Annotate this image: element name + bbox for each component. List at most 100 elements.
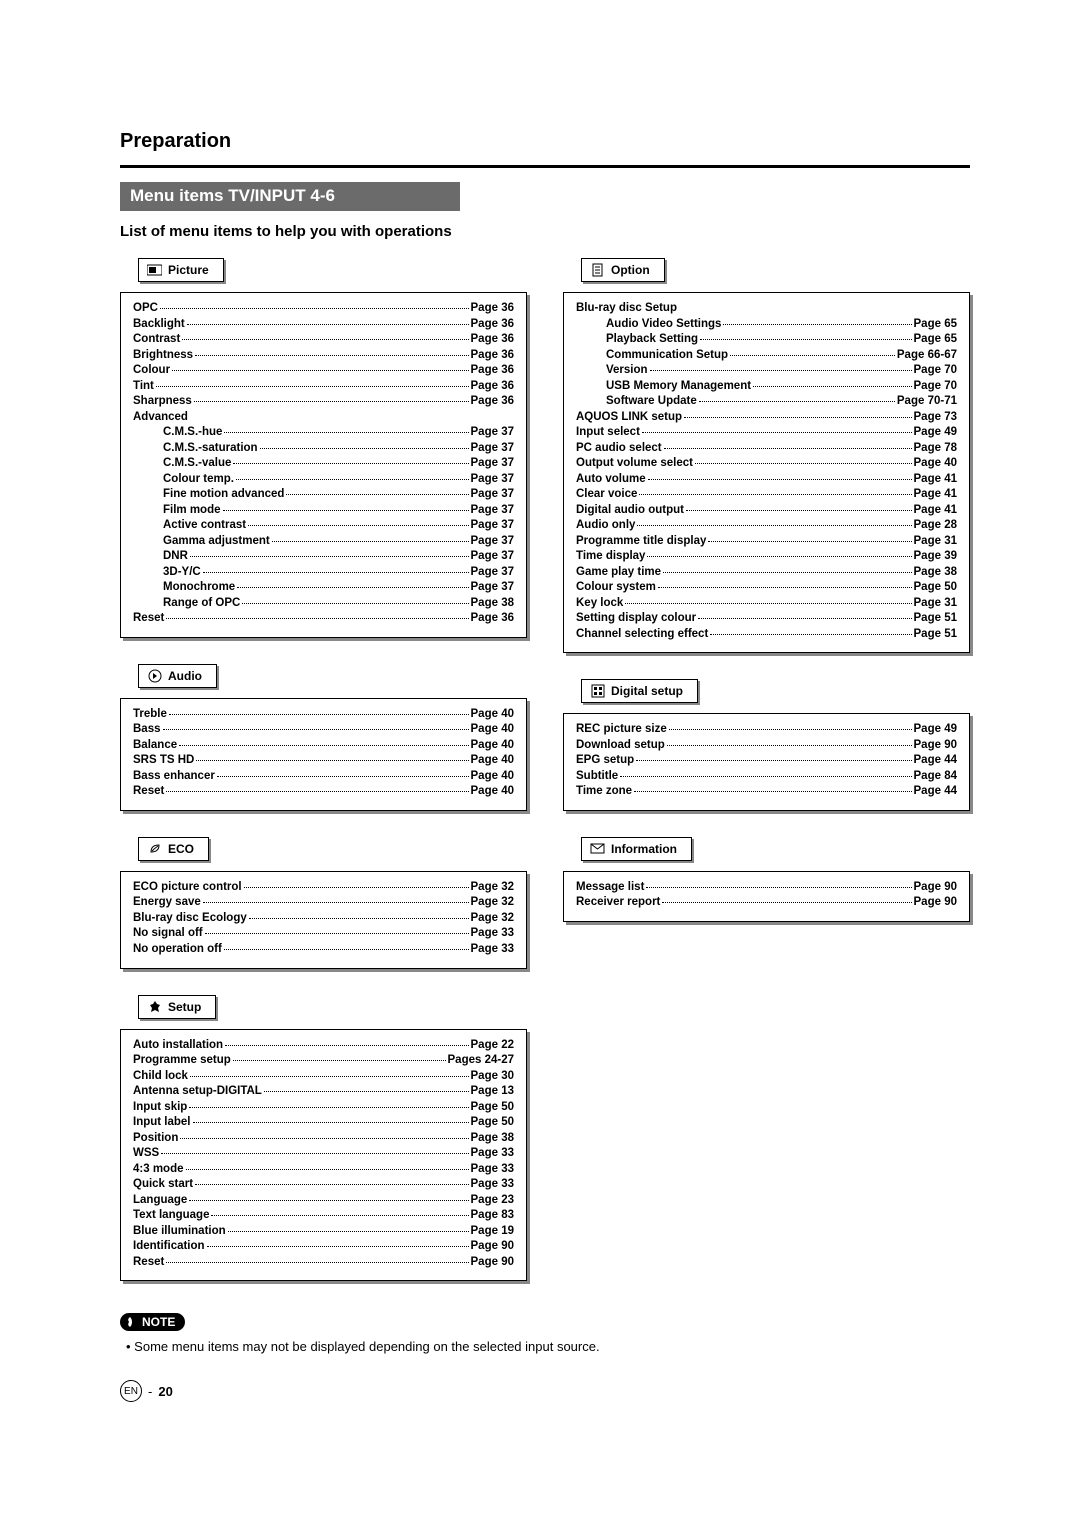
row-label: Sharpness — [133, 394, 192, 410]
row-dots — [667, 745, 912, 746]
panel-row: C.M.S.-saturation Page 37 — [133, 441, 514, 457]
panel-row: C.M.S.-value Page 37 — [133, 456, 514, 472]
eco-tab: ECO — [138, 837, 209, 861]
panel-row: No operation off Page 33 — [133, 942, 514, 958]
panel-row: Reset Page 40 — [133, 784, 514, 800]
eco-panel: ECO picture control Page 32Energy save P… — [120, 871, 527, 969]
row-label: USB Memory Management — [606, 379, 751, 395]
row-page: Page 37 — [471, 580, 514, 596]
columns: Picture OPC Page 36Backlight Page 36Cont… — [120, 258, 970, 1307]
panel-row: Text language Page 83 — [133, 1208, 514, 1224]
row-label: Playback Setting — [606, 332, 698, 348]
row-label: C.M.S.-value — [163, 456, 231, 472]
sub-title: List of menu items to help you with oper… — [120, 223, 970, 240]
tab-label: Information — [611, 842, 677, 856]
row-label: PC audio select — [576, 441, 662, 457]
row-page: Page 90 — [471, 1255, 514, 1271]
row-dots — [233, 1060, 446, 1061]
row-page: Page 31 — [914, 596, 957, 612]
panel-row: Clear voice Page 41 — [576, 487, 957, 503]
row-page: Page 32 — [471, 911, 514, 927]
row-label: Auto installation — [133, 1038, 223, 1054]
panel-row: Colour Page 36 — [133, 363, 514, 379]
row-dots — [286, 494, 468, 495]
panel-row: Fine motion advanced Page 37 — [133, 487, 514, 503]
row-page: Page 51 — [914, 627, 957, 643]
panel-row: Balance Page 40 — [133, 738, 514, 754]
row-page: Page 70 — [914, 379, 957, 395]
panel-row: Download setup Page 90 — [576, 738, 957, 754]
row-label: AQUOS LINK setup — [576, 410, 682, 426]
row-label: Child lock — [133, 1069, 188, 1085]
note-text: • Some menu items may not be displayed d… — [126, 1339, 970, 1354]
panel-row: No signal off Page 33 — [133, 926, 514, 942]
panel-row: Programme setup Pages 24-27 — [133, 1053, 514, 1069]
row-page: Page 28 — [914, 518, 957, 534]
row-label: Bass enhancer — [133, 769, 215, 785]
panel-row: Time display Page 39 — [576, 549, 957, 565]
panel-row: Playback Setting Page 65 — [576, 332, 957, 348]
page-footer: EN - 20 — [120, 1380, 970, 1402]
row-label: Audio only — [576, 518, 635, 534]
row-label: Antenna setup-DIGITAL — [133, 1084, 262, 1100]
panel-row: Time zone Page 44 — [576, 784, 957, 800]
row-label: DNR — [163, 549, 188, 565]
row-label: Game play time — [576, 565, 661, 581]
row-page: Page 33 — [471, 942, 514, 958]
row-label: Time zone — [576, 784, 632, 800]
row-label: No operation off — [133, 942, 222, 958]
panel-row: Colour system Page 50 — [576, 580, 957, 596]
panel-row: Reset Page 36 — [133, 611, 514, 627]
panel-row: ECO picture control Page 32 — [133, 880, 514, 896]
panel-row: AQUOS LINK setup Page 73 — [576, 410, 957, 426]
row-page: Page 36 — [471, 348, 514, 364]
row-dots — [695, 463, 912, 464]
row-dots — [163, 729, 469, 730]
row-label: C.M.S.-saturation — [163, 441, 258, 457]
panel-row: Active contrast Page 37 — [133, 518, 514, 534]
panel-row: Antenna setup-DIGITAL Page 13 — [133, 1084, 514, 1100]
note-badge: NOTE — [120, 1313, 185, 1331]
panel-row: USB Memory Management Page 70 — [576, 379, 957, 395]
divider — [120, 165, 970, 168]
row-dots — [684, 417, 911, 418]
panel-row: Identification Page 90 — [133, 1239, 514, 1255]
row-dots — [166, 791, 468, 792]
row-label: Clear voice — [576, 487, 637, 503]
row-dots — [190, 556, 469, 557]
row-label: ECO picture control — [133, 880, 242, 896]
row-dots — [161, 1153, 468, 1154]
panel-heading: Blu-ray disc Setup — [576, 301, 957, 317]
panel-row: 3D-Y/C Page 37 — [133, 565, 514, 581]
row-label: EPG setup — [576, 753, 634, 769]
row-page: Page 39 — [914, 549, 957, 565]
row-dots — [648, 479, 912, 480]
row-page: Page 37 — [471, 518, 514, 534]
row-page: Pages 24-27 — [448, 1053, 515, 1069]
information-panel: Message list Page 90Receiver report Page… — [563, 871, 970, 922]
digital-setup-tab: Digital setup — [581, 679, 698, 703]
panel-row: Colour temp. Page 37 — [133, 472, 514, 488]
row-dots — [233, 463, 468, 464]
panel-row: Setting display colour Page 51 — [576, 611, 957, 627]
row-label: Programme title display — [576, 534, 706, 550]
row-page: Page 84 — [914, 769, 957, 785]
row-label: Setting display colour — [576, 611, 696, 627]
panel-row: Message list Page 90 — [576, 880, 957, 896]
row-label: Colour temp. — [163, 472, 234, 488]
digital-icon — [590, 684, 605, 698]
panel-row: Language Page 23 — [133, 1193, 514, 1209]
panel-row: Digital audio output Page 41 — [576, 503, 957, 519]
row-page: Page 23 — [471, 1193, 514, 1209]
row-page: Page 31 — [914, 534, 957, 550]
panel-row: Bass enhancer Page 40 — [133, 769, 514, 785]
row-page: Page 83 — [471, 1208, 514, 1224]
row-dots — [224, 949, 469, 950]
panel-row: Energy save Page 32 — [133, 895, 514, 911]
row-page: Page 32 — [471, 895, 514, 911]
panel-row: Blu-ray disc Ecology Page 32 — [133, 911, 514, 927]
row-dots — [203, 902, 469, 903]
audio-tab: Audio — [138, 664, 217, 688]
row-dots — [236, 479, 469, 480]
panel-row: Key lock Page 31 — [576, 596, 957, 612]
